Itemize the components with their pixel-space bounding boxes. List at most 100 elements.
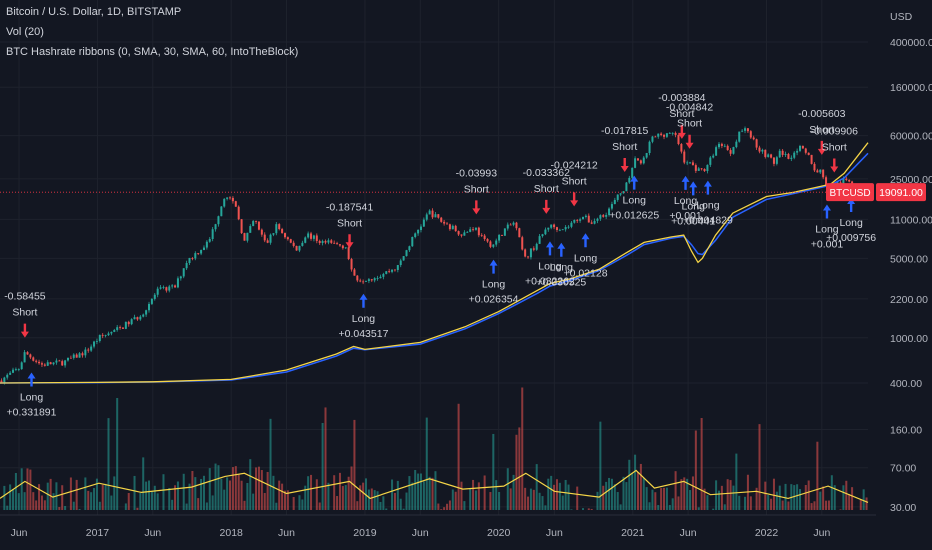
volume-bar bbox=[732, 485, 735, 510]
volume-bar bbox=[807, 480, 810, 510]
volume-bar bbox=[104, 483, 107, 510]
volume-bar bbox=[483, 475, 486, 510]
candle-body bbox=[677, 134, 680, 145]
volume-bar bbox=[9, 484, 12, 510]
price-tag bbox=[876, 183, 926, 202]
candle-body bbox=[694, 165, 697, 171]
volume-bar bbox=[336, 496, 339, 510]
candle-body bbox=[790, 157, 793, 159]
candle-body bbox=[761, 149, 764, 152]
candle-body bbox=[243, 233, 246, 241]
volume-bar bbox=[851, 487, 854, 510]
candle-body bbox=[541, 234, 544, 237]
volume-bar bbox=[174, 485, 177, 510]
candle-body bbox=[772, 157, 775, 164]
candle-body bbox=[402, 256, 405, 261]
candle-body bbox=[165, 287, 168, 291]
volume-bar bbox=[43, 500, 46, 510]
candle-body bbox=[229, 197, 232, 199]
time-axis[interactable]: Jun 2017 Jun 2018 Jun 2019 Jun 2020 Jun 2021 Jun 20… bbox=[0, 514, 876, 539]
volume-bar bbox=[408, 476, 411, 510]
long-signal-value: +0.009756 bbox=[826, 232, 876, 244]
volume-bar bbox=[220, 478, 223, 510]
volume-bar bbox=[767, 495, 770, 510]
volume-bar bbox=[281, 483, 284, 510]
volume-bar bbox=[825, 500, 828, 510]
candle-body bbox=[784, 153, 787, 155]
currency-label: USD bbox=[890, 11, 913, 23]
candle-body bbox=[159, 287, 162, 289]
volume-bar bbox=[616, 492, 619, 510]
volume-bar bbox=[14, 473, 17, 510]
time-tick-label: Jun bbox=[546, 527, 563, 539]
volume-bar bbox=[419, 473, 422, 510]
volume-bar bbox=[127, 492, 130, 510]
candle-body bbox=[796, 150, 799, 153]
volume-bar bbox=[370, 488, 373, 510]
volume-bar bbox=[234, 466, 237, 510]
volume-bar bbox=[555, 479, 558, 510]
candle-body bbox=[321, 241, 324, 243]
volume-bar bbox=[454, 491, 457, 510]
volume-tick-label: 160.00 bbox=[890, 425, 922, 437]
volume-bar bbox=[518, 427, 521, 510]
volume-bar bbox=[798, 489, 802, 510]
candle-body bbox=[194, 253, 197, 259]
candle-body bbox=[683, 151, 686, 163]
volume-bar bbox=[830, 475, 833, 510]
candle-body bbox=[176, 278, 179, 288]
price-axis[interactable]: USD 400000.00 160000.00 60000.00 25000.00 110… bbox=[890, 11, 932, 514]
volume-bar bbox=[775, 491, 778, 510]
candle-body bbox=[573, 219, 576, 223]
candle-body bbox=[845, 178, 848, 180]
volume-bar bbox=[252, 493, 255, 510]
price-tick-label: 1000.00 bbox=[890, 333, 928, 345]
candle-body bbox=[350, 259, 353, 270]
candle-body bbox=[642, 157, 645, 164]
volume-bar bbox=[839, 509, 842, 510]
long-signal-label: Long bbox=[538, 260, 562, 272]
candle-body bbox=[532, 248, 535, 250]
volume-bar bbox=[772, 478, 775, 510]
volume-bar bbox=[200, 478, 203, 510]
candle-body bbox=[20, 362, 23, 370]
volume-bar bbox=[367, 489, 370, 510]
volume-bar bbox=[93, 488, 96, 510]
hashrate-ribbons bbox=[0, 142, 869, 384]
candle-body bbox=[477, 227, 480, 236]
volume-bar bbox=[570, 509, 573, 510]
volume-bar bbox=[243, 500, 246, 510]
chart-title: Bitcoin / U.S. Dollar, 1D, BITSTAMP bbox=[6, 6, 182, 18]
candle-body bbox=[770, 154, 773, 158]
volume-bar bbox=[182, 473, 185, 510]
candle-body bbox=[388, 271, 391, 273]
candle-body bbox=[226, 197, 229, 199]
candle-body bbox=[179, 276, 182, 279]
volume-bar bbox=[237, 474, 240, 510]
price-tag-value: 19091.00 bbox=[879, 187, 923, 199]
candle-body bbox=[58, 360, 61, 362]
candle-body bbox=[457, 231, 460, 235]
candle-body bbox=[717, 143, 721, 148]
candle-body bbox=[341, 245, 344, 249]
candle-body bbox=[29, 354, 32, 358]
long-signal-arrow bbox=[847, 198, 856, 213]
candle-body bbox=[775, 157, 778, 164]
candle-body bbox=[645, 153, 648, 158]
candle-body bbox=[95, 341, 98, 342]
candle-body bbox=[408, 246, 411, 251]
volume-bar bbox=[495, 480, 498, 510]
volume-bar bbox=[512, 474, 515, 510]
candle-body bbox=[307, 233, 310, 238]
price-tick-label: 2200.00 bbox=[890, 294, 928, 306]
candle-body bbox=[286, 237, 289, 240]
candle-body bbox=[26, 352, 29, 355]
candle-body bbox=[55, 360, 58, 363]
candle-body bbox=[310, 233, 313, 239]
volume-bar bbox=[700, 417, 703, 510]
candle-body bbox=[147, 303, 151, 311]
candle-body bbox=[23, 352, 26, 363]
candle-body bbox=[755, 139, 758, 148]
candle-body bbox=[399, 260, 402, 266]
